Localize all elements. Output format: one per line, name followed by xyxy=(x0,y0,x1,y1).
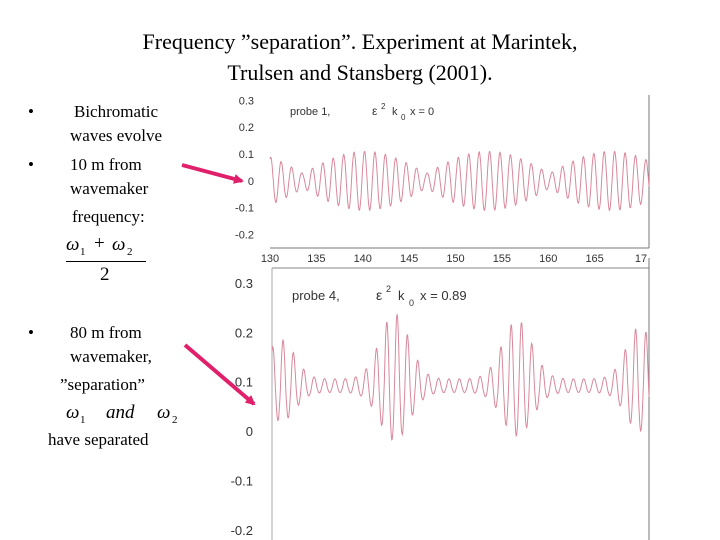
denominator: 2 xyxy=(100,264,110,285)
omega-1: ω xyxy=(66,402,80,423)
bottom-y-tick-label: -0.1 xyxy=(231,474,253,489)
top-x-tick-label: 140 xyxy=(354,253,372,265)
top-x-tick-label: 150 xyxy=(446,253,464,265)
top-x-tick-label: 165 xyxy=(585,253,603,265)
bullet-dot: • xyxy=(28,102,34,121)
bullet-line: waves evolve xyxy=(70,126,163,145)
bottom-k-sub: 0 xyxy=(409,298,414,308)
bullet-line: wavemaker xyxy=(70,179,149,198)
top-y-tick-labels: 0.3 0.2 0.1 0 -0.1 -0.2 xyxy=(235,95,254,241)
bottom-k: k xyxy=(398,288,405,303)
top-x-tick-label: 130 xyxy=(261,253,279,265)
omega-1-subscript: 1 xyxy=(80,246,86,258)
top-panel: 0.3 0.2 0.1 0 -0.1 -0.2 130 135 140 145 150 155 160… xyxy=(235,95,650,265)
bullet-dot: • xyxy=(28,155,34,174)
top-epsilon: ε xyxy=(372,104,378,118)
top-x-tick-label: 145 xyxy=(400,253,418,265)
omega-1: ω xyxy=(66,234,80,255)
omega-1-subscript: 1 xyxy=(80,414,86,426)
bullet-line: ”separation” xyxy=(60,375,145,394)
bullet-line: 10 m from xyxy=(70,155,142,174)
top-y-tick-label: -0.2 xyxy=(235,230,254,242)
have-separated-text: have separated xyxy=(48,430,149,449)
bottom-probe-label: probe 4, xyxy=(292,288,340,303)
bottom-epsilon-sup: 2 xyxy=(386,284,391,294)
arrow-to-top-plot xyxy=(181,163,244,184)
plus-sign: + xyxy=(94,233,105,254)
bottom-wave-series xyxy=(271,313,650,441)
top-probe-label: probe 1, xyxy=(290,106,330,118)
top-y-tick-label: 0.1 xyxy=(239,149,254,161)
top-y-tick-label: -0.1 xyxy=(235,203,254,215)
bottom-y-tick-label: 0.1 xyxy=(235,375,253,390)
slide-title: Frequency ”separation”. Experiment at Ma… xyxy=(80,26,640,88)
top-x-tick-label: 160 xyxy=(539,253,557,265)
top-k: k xyxy=(392,106,398,118)
top-k-sub: 0 xyxy=(401,113,406,122)
bottom-y-tick-label: -0.2 xyxy=(231,523,253,538)
bullet-line: Bichromatic xyxy=(74,102,159,121)
bottom-y-tick-label: 0 xyxy=(246,424,253,439)
fraction-bar xyxy=(66,261,146,262)
top-y-tick-label: 0.2 xyxy=(239,122,254,134)
omega-2-subscript: 2 xyxy=(127,246,133,258)
bottom-x-value: x = 0.89 xyxy=(420,288,467,303)
top-wave-series xyxy=(269,150,650,212)
top-epsilon-sup: 2 xyxy=(381,102,386,111)
omega-2: ω xyxy=(112,234,126,255)
omega-2-subscript: 2 xyxy=(172,414,178,426)
bottom-epsilon: ε xyxy=(376,287,382,303)
title-line-2: Trulsen and Stansberg (2001). xyxy=(227,60,493,85)
title-line-1: Frequency ”separation”. Experiment at Ma… xyxy=(142,29,578,54)
top-x-tick-label: 17 xyxy=(635,253,647,265)
bullet-dot: • xyxy=(28,323,34,342)
bullet-line: frequency: xyxy=(72,207,145,226)
arrow-to-bottom-plot xyxy=(183,343,256,406)
top-x-tick-label: 155 xyxy=(493,253,511,265)
bottom-y-tick-label: 0.2 xyxy=(235,325,253,340)
bullet-line: wavemaker, xyxy=(70,347,152,366)
bottom-y-tick-label: 0.3 xyxy=(235,276,253,291)
omega-2: ω xyxy=(157,402,171,423)
and-word: and xyxy=(106,402,135,423)
bottom-y-tick-labels: 0.3 0.2 0.1 0 -0.1 -0.2 xyxy=(231,276,253,538)
top-y-tick-label: 0.3 xyxy=(239,95,254,107)
bottom-panel: 0.3 0.2 0.1 0 -0.1 -0.2 probe 4, ε 2 k 0 x = … xyxy=(231,258,650,540)
top-y-tick-label: 0 xyxy=(248,176,254,188)
top-x-tick-labels: 130 135 140 145 150 155 160 165 17 xyxy=(261,253,647,265)
top-x-tick-label: 135 xyxy=(307,253,325,265)
top-x-value: x = 0 xyxy=(410,106,434,118)
bullet-line: 80 m from xyxy=(70,323,142,342)
